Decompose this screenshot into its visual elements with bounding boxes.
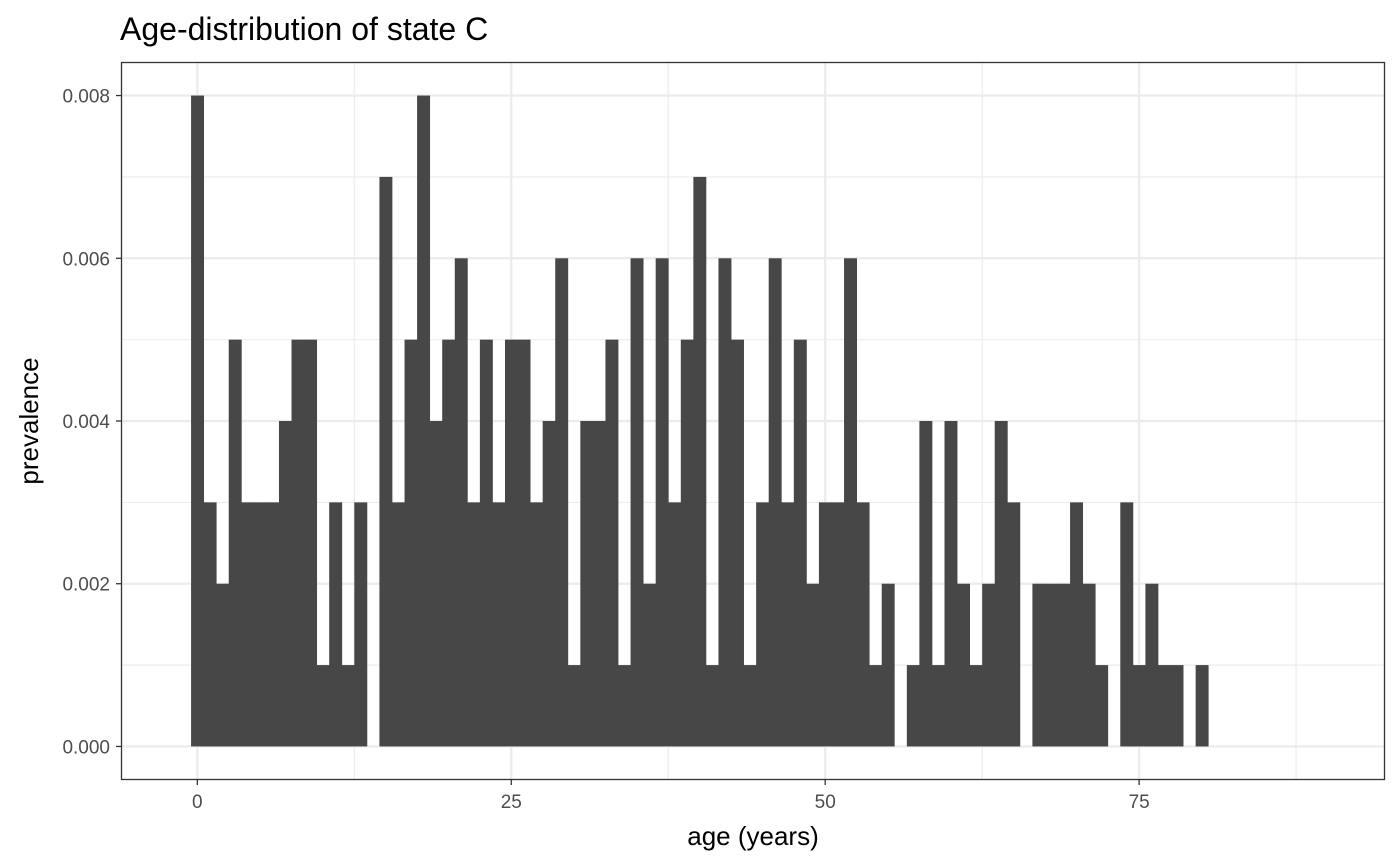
bar-age-58 [919, 421, 933, 747]
bar-age-37 [655, 258, 669, 747]
bar-age-75 [1132, 665, 1146, 747]
bar-age-28 [542, 421, 556, 747]
y-axis-title: prevalence [14, 357, 44, 484]
bar-age-80 [1195, 665, 1209, 747]
bar-age-38 [668, 502, 682, 747]
bar-age-40 [693, 176, 707, 747]
bar-age-32 [592, 421, 606, 747]
x-axis: 0 25 50 75 [192, 779, 1150, 813]
bar-age-11 [329, 502, 343, 747]
x-tick-label: 25 [501, 792, 522, 813]
bar-age-8 [291, 339, 305, 747]
bar-age-15 [379, 176, 393, 747]
bar-age-47 [781, 502, 795, 747]
bar-age-69 [1057, 583, 1071, 747]
bar-age-23 [479, 339, 493, 747]
bar-age-6 [266, 502, 280, 747]
bar-age-1 [203, 502, 217, 747]
bar-age-48 [793, 339, 807, 747]
y-tick-label: 0.006 [62, 249, 110, 270]
bar-age-25 [504, 339, 518, 747]
histogram-bars [191, 95, 1209, 747]
bar-age-26 [517, 339, 531, 747]
y-tick-label: 0.004 [62, 412, 110, 433]
bar-age-39 [680, 339, 694, 747]
plot-panel [120, 61, 1386, 781]
bar-age-49 [806, 583, 820, 747]
bar-age-33 [605, 339, 619, 747]
bar-age-43 [731, 339, 744, 747]
bar-age-45 [756, 502, 770, 747]
bar-age-27 [530, 502, 544, 747]
bar-age-17 [404, 339, 418, 747]
bar-age-10 [316, 665, 330, 747]
x-tick-label: 0 [192, 792, 203, 813]
bar-age-5 [253, 502, 267, 747]
bar-age-4 [241, 502, 255, 747]
bar-age-67 [1032, 583, 1046, 747]
bar-age-62 [969, 665, 983, 747]
bar-age-77 [1157, 665, 1171, 747]
x-tick-label: 75 [1129, 792, 1150, 813]
bar-age-24 [492, 502, 506, 747]
bar-age-41 [705, 665, 719, 747]
bar-age-71 [1082, 583, 1096, 747]
bar-age-35 [630, 258, 644, 747]
y-axis: 0.000 0.002 0.004 0.006 0.008 [62, 87, 122, 758]
bar-age-59 [931, 665, 945, 747]
bar-age-13 [354, 502, 368, 747]
bar-age-65 [1007, 502, 1021, 747]
bar-age-16 [391, 502, 405, 747]
bar-age-9 [304, 339, 318, 747]
bar-age-63 [982, 583, 996, 747]
bar-age-19 [429, 421, 443, 747]
bar-age-76 [1145, 583, 1159, 747]
y-tick-label: 0.000 [62, 737, 110, 758]
x-tick-label: 50 [815, 792, 836, 813]
bar-age-18 [417, 95, 431, 747]
bar-age-50 [818, 502, 832, 747]
bar-age-68 [1044, 583, 1058, 747]
bar-age-2 [216, 583, 230, 747]
bar-age-70 [1070, 502, 1084, 747]
bar-age-30 [567, 665, 581, 747]
bar-age-7 [278, 421, 292, 747]
bar-age-54 [869, 665, 883, 747]
bar-age-52 [844, 258, 857, 747]
bar-age-46 [768, 258, 782, 747]
bar-age-22 [467, 502, 481, 747]
bar-age-42 [718, 258, 732, 747]
bar-age-60 [944, 421, 958, 747]
bar-age-64 [994, 421, 1008, 747]
bar-age-51 [831, 502, 845, 747]
bar-age-36 [643, 583, 657, 747]
y-tick-label: 0.008 [62, 87, 110, 108]
x-axis-title: age (years) [687, 821, 819, 851]
bar-age-31 [580, 421, 594, 747]
bar-age-34 [618, 665, 631, 747]
bar-age-29 [555, 258, 569, 747]
chart-title: Age-distribution of state C [120, 11, 488, 47]
bar-age-21 [454, 258, 468, 747]
bar-age-61 [957, 583, 971, 747]
bar-age-20 [442, 339, 456, 747]
bar-age-72 [1095, 665, 1109, 747]
y-tick-label: 0.002 [62, 575, 110, 596]
bar-age-0 [191, 95, 205, 747]
bar-age-57 [906, 665, 920, 747]
bar-age-78 [1170, 665, 1184, 747]
bar-age-55 [881, 583, 895, 747]
bar-age-12 [341, 665, 355, 747]
bar-age-74 [1120, 502, 1134, 747]
bar-age-53 [856, 502, 870, 747]
bar-age-3 [228, 339, 242, 747]
bar-age-44 [743, 665, 757, 747]
